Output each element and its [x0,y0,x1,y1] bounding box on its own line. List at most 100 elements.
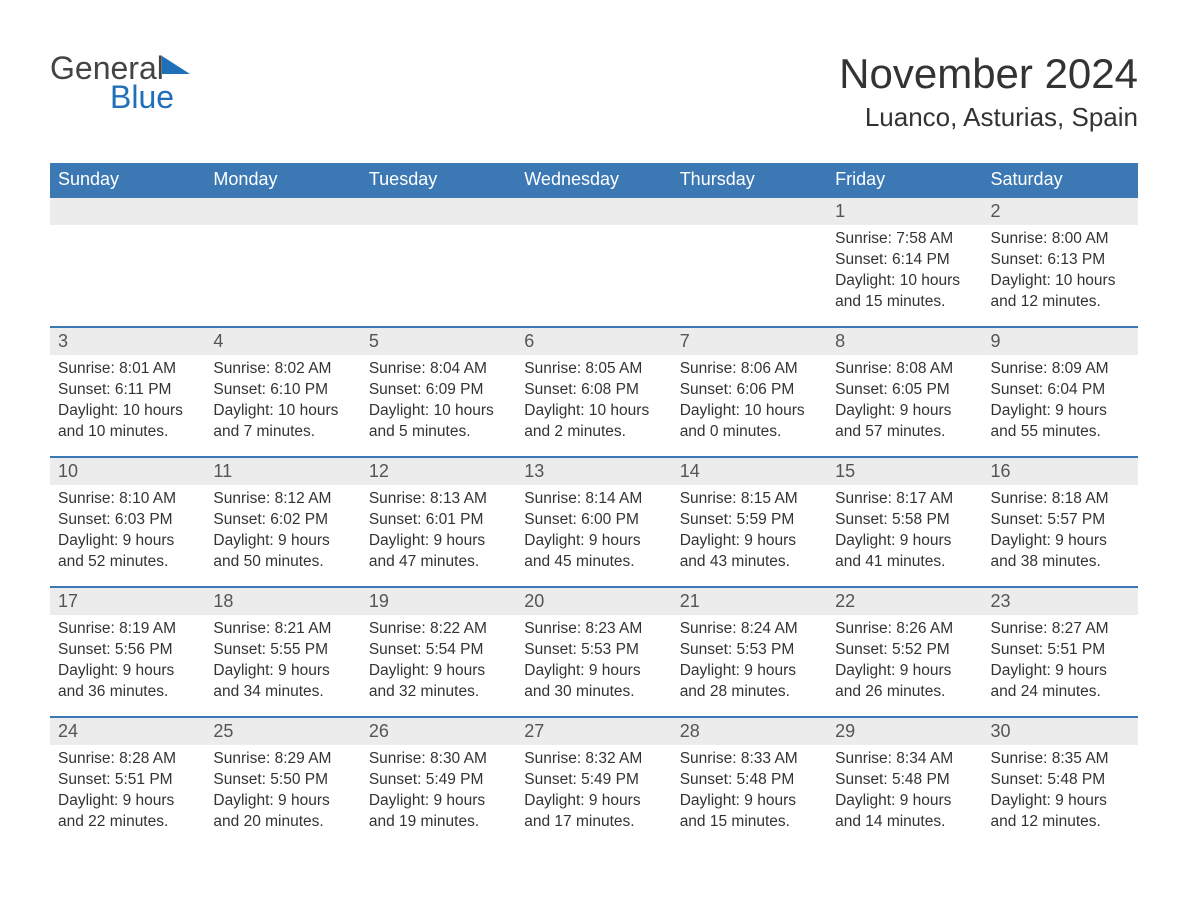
day-cell: 28Sunrise: 8:33 AMSunset: 5:48 PMDayligh… [672,718,827,846]
day-body: Sunrise: 8:26 AMSunset: 5:52 PMDaylight:… [827,615,982,711]
empty-day-cell [50,198,205,326]
sunrise-line: Sunrise: 8:09 AM [991,359,1130,380]
day-body [361,225,516,237]
day-body: Sunrise: 8:14 AMSunset: 6:00 PMDaylight:… [516,485,671,581]
day-number: 21 [672,588,827,615]
day-body: Sunrise: 8:09 AMSunset: 6:04 PMDaylight:… [983,355,1138,451]
day-number: 26 [361,718,516,745]
sunset-line: Sunset: 6:10 PM [213,380,352,401]
weekday-header-row: SundayMondayTuesdayWednesdayThursdayFrid… [50,163,1138,196]
day-body: Sunrise: 8:24 AMSunset: 5:53 PMDaylight:… [672,615,827,711]
day-number: 18 [205,588,360,615]
day-number: 20 [516,588,671,615]
day-number: 11 [205,458,360,485]
sunset-line: Sunset: 6:13 PM [991,250,1130,271]
day-body: Sunrise: 8:10 AMSunset: 6:03 PMDaylight:… [50,485,205,581]
day-cell: 12Sunrise: 8:13 AMSunset: 6:01 PMDayligh… [361,458,516,586]
sunrise-line: Sunrise: 8:08 AM [835,359,974,380]
day-number: 30 [983,718,1138,745]
daylight-line: Daylight: 9 hours and 43 minutes. [680,531,819,573]
sunrise-line: Sunrise: 8:23 AM [524,619,663,640]
calendar-grid: SundayMondayTuesdayWednesdayThursdayFrid… [50,163,1138,846]
day-body: Sunrise: 8:21 AMSunset: 5:55 PMDaylight:… [205,615,360,711]
day-cell: 18Sunrise: 8:21 AMSunset: 5:55 PMDayligh… [205,588,360,716]
day-cell: 21Sunrise: 8:24 AMSunset: 5:53 PMDayligh… [672,588,827,716]
daylight-line: Daylight: 9 hours and 12 minutes. [991,791,1130,833]
day-body: Sunrise: 8:33 AMSunset: 5:48 PMDaylight:… [672,745,827,841]
day-number: 27 [516,718,671,745]
day-body: Sunrise: 8:35 AMSunset: 5:48 PMDaylight:… [983,745,1138,841]
sunrise-line: Sunrise: 8:33 AM [680,749,819,770]
sunset-line: Sunset: 5:48 PM [835,770,974,791]
week-row: 10Sunrise: 8:10 AMSunset: 6:03 PMDayligh… [50,456,1138,586]
sunrise-line: Sunrise: 8:05 AM [524,359,663,380]
daylight-line: Daylight: 10 hours and 5 minutes. [369,401,508,443]
day-body: Sunrise: 8:04 AMSunset: 6:09 PMDaylight:… [361,355,516,451]
day-number: 6 [516,328,671,355]
sunset-line: Sunset: 6:09 PM [369,380,508,401]
sunset-line: Sunset: 5:54 PM [369,640,508,661]
sunrise-line: Sunrise: 8:21 AM [213,619,352,640]
day-number: 4 [205,328,360,355]
daylight-line: Daylight: 9 hours and 57 minutes. [835,401,974,443]
sunset-line: Sunset: 5:48 PM [991,770,1130,791]
sunset-line: Sunset: 6:06 PM [680,380,819,401]
day-number: 12 [361,458,516,485]
page-header: General Blue November 2024 Luanco, Astur… [50,50,1138,133]
daylight-line: Daylight: 9 hours and 32 minutes. [369,661,508,703]
day-cell: 17Sunrise: 8:19 AMSunset: 5:56 PMDayligh… [50,588,205,716]
day-cell: 26Sunrise: 8:30 AMSunset: 5:49 PMDayligh… [361,718,516,846]
sunrise-line: Sunrise: 8:35 AM [991,749,1130,770]
day-cell: 3Sunrise: 8:01 AMSunset: 6:11 PMDaylight… [50,328,205,456]
empty-day-cell [361,198,516,326]
day-body: Sunrise: 8:13 AMSunset: 6:01 PMDaylight:… [361,485,516,581]
day-body: Sunrise: 8:19 AMSunset: 5:56 PMDaylight:… [50,615,205,711]
day-body: Sunrise: 8:18 AMSunset: 5:57 PMDaylight:… [983,485,1138,581]
daylight-line: Daylight: 10 hours and 10 minutes. [58,401,197,443]
day-body [516,225,671,237]
day-cell: 8Sunrise: 8:08 AMSunset: 6:05 PMDaylight… [827,328,982,456]
day-number: 19 [361,588,516,615]
sunset-line: Sunset: 5:55 PM [213,640,352,661]
day-cell: 16Sunrise: 8:18 AMSunset: 5:57 PMDayligh… [983,458,1138,586]
day-cell: 5Sunrise: 8:04 AMSunset: 6:09 PMDaylight… [361,328,516,456]
sunrise-line: Sunrise: 8:02 AM [213,359,352,380]
daylight-line: Daylight: 9 hours and 55 minutes. [991,401,1130,443]
sunrise-line: Sunrise: 8:14 AM [524,489,663,510]
day-number: 23 [983,588,1138,615]
sunset-line: Sunset: 6:03 PM [58,510,197,531]
sunrise-line: Sunrise: 8:30 AM [369,749,508,770]
day-cell: 11Sunrise: 8:12 AMSunset: 6:02 PMDayligh… [205,458,360,586]
day-body: Sunrise: 8:30 AMSunset: 5:49 PMDaylight:… [361,745,516,841]
daylight-line: Daylight: 10 hours and 12 minutes. [991,271,1130,313]
daylight-line: Daylight: 10 hours and 2 minutes. [524,401,663,443]
sunrise-line: Sunrise: 8:27 AM [991,619,1130,640]
day-cell: 7Sunrise: 8:06 AMSunset: 6:06 PMDaylight… [672,328,827,456]
sunset-line: Sunset: 5:48 PM [680,770,819,791]
sunrise-line: Sunrise: 8:01 AM [58,359,197,380]
daylight-line: Daylight: 9 hours and 19 minutes. [369,791,508,833]
day-number: 28 [672,718,827,745]
sunrise-line: Sunrise: 8:24 AM [680,619,819,640]
sunset-line: Sunset: 5:52 PM [835,640,974,661]
daylight-line: Daylight: 9 hours and 34 minutes. [213,661,352,703]
sunset-line: Sunset: 5:51 PM [58,770,197,791]
sunrise-line: Sunrise: 7:58 AM [835,229,974,250]
day-cell: 4 Sunrise: 8:02 AMSunset: 6:10 PMDaylight… [205,328,360,456]
daylight-line: Daylight: 9 hours and 26 minutes. [835,661,974,703]
day-cell: 29Sunrise: 8:34 AMSunset: 5:48 PMDayligh… [827,718,982,846]
day-cell: 9Sunrise: 8:09 AMSunset: 6:04 PMDaylight… [983,328,1138,456]
sunset-line: Sunset: 5:57 PM [991,510,1130,531]
sunset-line: Sunset: 5:49 PM [369,770,508,791]
daylight-line: Daylight: 9 hours and 14 minutes. [835,791,974,833]
day-body [50,225,205,237]
day-cell: 1Sunrise: 7:58 AMSunset: 6:14 PMDaylight… [827,198,982,326]
daylight-line: Daylight: 10 hours and 7 minutes. [213,401,352,443]
daylight-line: Daylight: 9 hours and 20 minutes. [213,791,352,833]
sunrise-line: Sunrise: 8:29 AM [213,749,352,770]
day-number: 1 [827,198,982,225]
location-subtitle: Luanco, Asturias, Spain [839,102,1138,133]
daylight-line: Daylight: 9 hours and 22 minutes. [58,791,197,833]
sunrise-line: Sunrise: 8:04 AM [369,359,508,380]
sunset-line: Sunset: 5:50 PM [213,770,352,791]
